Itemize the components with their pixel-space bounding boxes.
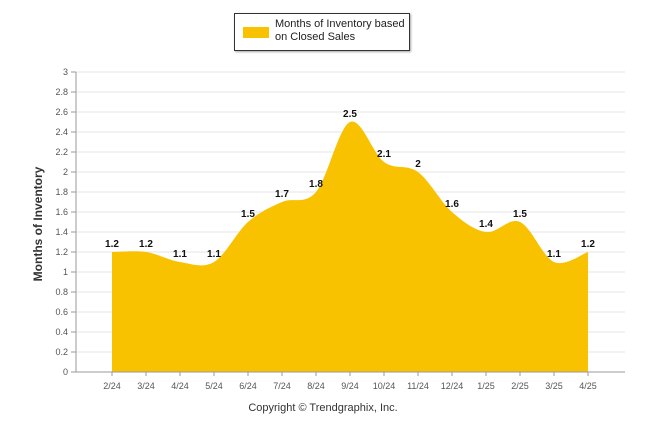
data-label: 2.1: [377, 149, 391, 160]
x-tick-label: 4/24: [171, 381, 189, 391]
x-tick-label: 3/25: [545, 381, 563, 391]
y-tick-label: 2.6: [55, 107, 68, 117]
x-tick-label: 7/24: [273, 381, 291, 391]
x-tick-label: 11/24: [407, 381, 429, 391]
data-label: 1.7: [275, 189, 289, 200]
legend-swatch: [243, 27, 269, 38]
data-label: 1.6: [445, 199, 459, 210]
data-label: 1.2: [581, 239, 595, 250]
y-tick-label: 0.8: [55, 287, 68, 297]
data-label: 1.8: [309, 179, 323, 190]
area-series: [112, 121, 588, 373]
y-tick-label: 2.8: [55, 87, 68, 97]
x-tick-label: 10/24: [373, 381, 396, 391]
y-tick-label: 0.4: [55, 327, 68, 337]
data-label: 1.4: [479, 219, 493, 230]
data-label: 1.1: [207, 249, 221, 260]
x-tick-label: 3/24: [137, 381, 155, 391]
data-label: 1.2: [139, 239, 153, 250]
data-label: 1.2: [105, 239, 119, 250]
data-label: 1.1: [173, 249, 187, 260]
x-tick-label: 2/24: [103, 381, 121, 391]
x-tick-label: 5/24: [205, 381, 223, 391]
data-label: 1.1: [547, 249, 561, 260]
y-tick-label: 2.2: [55, 147, 68, 157]
y-tick-label: 3: [63, 67, 68, 77]
x-tick-label: 9/24: [341, 381, 359, 391]
y-tick-label: 1: [63, 267, 68, 277]
y-tick-label: 1.6: [55, 207, 68, 217]
x-tick-label: 1/25: [477, 381, 495, 391]
x-tick-label: 2/25: [511, 381, 529, 391]
legend: Months of Inventory based on Closed Sale…: [234, 13, 410, 51]
x-tick-label: 6/24: [239, 381, 257, 391]
y-tick-label: 1.2: [55, 247, 68, 257]
data-label: 1.5: [241, 209, 255, 220]
y-tick-label: 1.4: [55, 227, 68, 237]
y-tick-label: 1.8: [55, 187, 68, 197]
y-tick-label: 0.2: [55, 347, 68, 357]
y-tick-label: 0.6: [55, 307, 68, 317]
x-tick-label: 12/24: [441, 381, 464, 391]
data-labels: 1.2 1.2 1.1 1.1 1.5 1.7 1.8 2.5 2.1 2 1.6 1.4 1.5 1.1…: [105, 109, 595, 260]
y-axis-ticks: 0 0.2 0.4 0.6 0.8 1 1.2 1.4 1.6 1.8 2 2.2 2.4 2.6 2.8 3: [55, 67, 76, 377]
y-tick-label: 2.4: [55, 127, 68, 137]
copyright-text: Copyright © Trendgraphix, Inc.: [248, 402, 398, 414]
area-fill: [112, 121, 588, 373]
data-label: 2.5: [343, 109, 357, 120]
x-axis-ticks: 2/24 3/24 4/24 5/24 6/24 7/24 8/24 9/24 10/24 11/…: [103, 372, 597, 391]
data-label: 1.5: [513, 209, 527, 220]
x-tick-label: 4/25: [579, 381, 597, 391]
y-axis-title: Months of Inventory: [31, 166, 45, 282]
legend-label: Months of Inventory based on Closed Sale…: [275, 18, 405, 43]
data-label: 2: [415, 159, 421, 170]
y-tick-label: 0: [63, 367, 68, 377]
x-tick-label: 8/24: [307, 381, 325, 391]
y-tick-label: 2: [63, 167, 68, 177]
